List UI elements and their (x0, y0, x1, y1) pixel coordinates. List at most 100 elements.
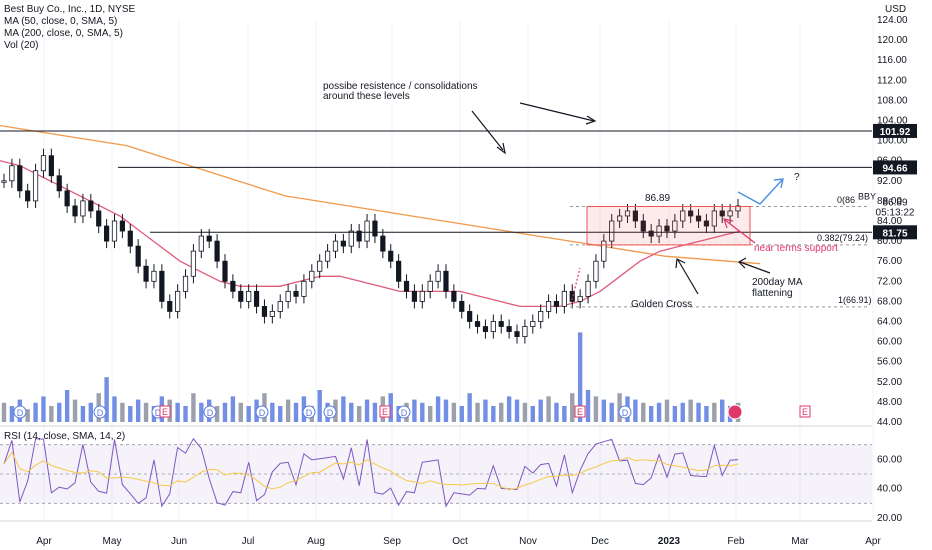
rsi-sma-line (3, 451, 739, 491)
dividend-marker-label: D (401, 408, 408, 418)
candle-body (506, 326, 512, 332)
candle-body (372, 220, 378, 237)
candle-body (648, 230, 654, 237)
volume-bar (427, 406, 433, 422)
candle-body (727, 210, 733, 217)
current-price-label: 86.89 (882, 197, 907, 208)
volume-bar (680, 402, 685, 422)
annotation-ma200-2: flattening (752, 288, 793, 299)
candle-body (403, 280, 410, 292)
price-tick-label: 88.00 (877, 196, 902, 207)
candle-body (561, 290, 567, 307)
earnings-marker (159, 405, 171, 418)
volume-bar (64, 390, 70, 422)
volume-bar (49, 406, 54, 422)
volume-bar (459, 406, 464, 422)
volume-bar (349, 402, 354, 422)
month-tick-label: May (103, 536, 122, 547)
volume-bar (601, 399, 607, 422)
volume-bar (57, 402, 62, 422)
dividend-marker-label: D (207, 408, 214, 418)
price-tick-label: 80.00 (877, 236, 902, 247)
alert-icon (727, 404, 743, 420)
volume-bar (293, 402, 299, 422)
rsi-tick-label: 20.00 (877, 513, 902, 524)
candle-body (490, 321, 496, 332)
month-tick-label: Aug (307, 536, 325, 547)
earnings-marker (574, 405, 586, 418)
month-tick-label: Sep (383, 536, 401, 547)
candle-body (127, 230, 133, 247)
candle-body (88, 200, 94, 212)
month-tick-label: 2023 (658, 536, 681, 547)
candle-body (451, 290, 457, 302)
candle-body (435, 270, 441, 282)
candle-body (198, 235, 204, 252)
candle-body (624, 210, 631, 217)
volume-bar (372, 402, 378, 422)
candle-body (285, 290, 291, 302)
candle-body (656, 225, 662, 237)
candle-body (538, 311, 544, 322)
price-tick-label: 64.00 (877, 317, 902, 328)
candle-body (32, 170, 39, 202)
volume-bar (499, 402, 504, 422)
candle-body (340, 240, 346, 247)
candle-body (222, 260, 228, 282)
ma50-line-path (0, 160, 741, 308)
volume-bar (530, 406, 535, 422)
dividend-marker (302, 405, 316, 419)
volume-bar (443, 399, 449, 422)
candles (1, 148, 741, 344)
legend-title: Best Buy Co., Inc., 1D, NYSE (4, 4, 136, 15)
volume-bar (696, 402, 701, 422)
price-tick-label: 108.00 (877, 95, 908, 106)
volume-bar (514, 399, 520, 422)
volume-bar (538, 399, 543, 422)
projection-arrow (737, 179, 783, 205)
candle-body (309, 270, 315, 282)
volume-bar (72, 399, 78, 422)
candle-body (25, 190, 31, 202)
candle-body (427, 280, 433, 292)
candle-body (695, 215, 702, 222)
volume-bar (175, 402, 180, 422)
dividend-marker (618, 405, 632, 419)
candle-body (593, 260, 599, 282)
volume-bar (412, 399, 417, 422)
dividend-marker-label: D (306, 408, 313, 418)
volume-bar (135, 399, 141, 422)
price-tick-label: 44.00 (877, 417, 902, 428)
volume-bar (420, 402, 425, 422)
candle-body (474, 321, 481, 327)
candle-body (182, 275, 189, 292)
volume-bar (230, 396, 236, 422)
candle-body (585, 280, 591, 297)
fib-0-label: 0(86 (837, 195, 855, 205)
volume-bar (120, 402, 125, 422)
dividend-marker-label: D (17, 408, 24, 418)
candle-body (261, 306, 268, 317)
candle-body (459, 300, 465, 312)
ma200-line-path (0, 124, 761, 265)
badge-resistance-1-label: 101.92 (880, 127, 911, 138)
month-tick-label: Apr (865, 536, 881, 547)
badge-resistance-2-label: 94.66 (882, 163, 907, 174)
candle-body (190, 250, 197, 277)
dividend-marker (323, 405, 337, 419)
earnings-marker (379, 405, 391, 418)
candle-body (530, 321, 536, 327)
countdown-label: 05:13:22 (876, 207, 915, 218)
candle-body (277, 300, 283, 312)
volume-bar (222, 402, 228, 422)
volume-bar (720, 399, 725, 422)
arrow-golden-cross-head (675, 258, 686, 269)
volume-bars: D D D D D D D D DE E E E (1, 332, 811, 422)
ma50-line (0, 160, 741, 308)
symbol-label: BBY (858, 191, 876, 201)
currency-label: USD (885, 4, 906, 15)
candle-body (324, 250, 331, 262)
annotation-consolidation: possibe resistence / consolidations (323, 81, 478, 92)
volume-bar (1, 402, 7, 422)
